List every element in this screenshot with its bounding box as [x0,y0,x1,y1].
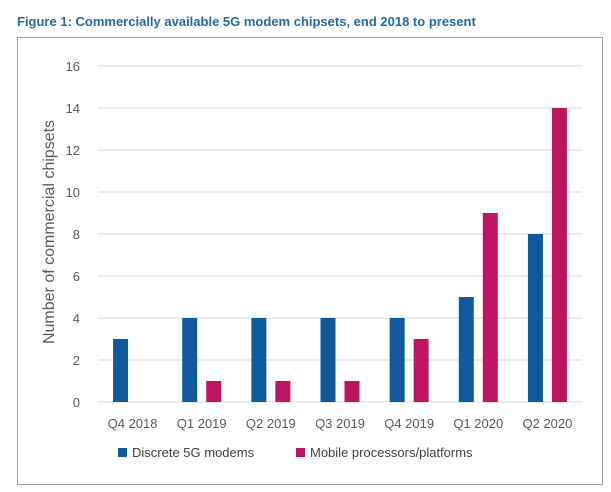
bar [344,381,360,402]
y-tick-label: 10 [66,185,80,200]
bar [251,318,267,402]
x-tick-label: Q4 2018 [108,416,158,431]
bar [389,318,405,402]
bar [482,213,498,402]
y-tick-label: 4 [73,311,80,326]
bar [551,108,567,402]
bar [458,297,474,402]
y-tick-labels: 0 2 4 6 8 10 12 14 16 [66,59,80,410]
chart-frame [17,37,603,485]
y-axis-label: Number of commercial chipsets [41,120,58,344]
figure-title: Figure 1: Commercially available 5G mode… [17,14,476,29]
y-tick-label: 8 [73,227,80,242]
y-tick-label: 16 [66,59,80,74]
y-tick-label: 0 [73,395,80,410]
bars [113,108,567,402]
legend-label: Discrete 5G modems [132,445,255,460]
y-tick-label: 12 [66,143,80,158]
bar [527,234,543,402]
x-tick-label: Q2 2019 [246,416,296,431]
legend-swatch [118,448,127,457]
bar [206,381,222,402]
y-tick-label: 14 [66,101,80,116]
bar [275,381,291,402]
x-tick-labels: Q4 2018 Q1 2019 Q2 2019 Q3 2019 Q4 2019 Q1 20… [108,416,573,431]
x-tick-label: Q3 2019 [315,416,365,431]
legend-label: Mobile processors/platforms [310,445,473,460]
x-tick-label: Q4 2019 [384,416,434,431]
gridlines [98,65,582,403]
bar [413,339,429,402]
y-tick-label: 2 [73,353,80,368]
bar [113,339,129,402]
legend-swatch [296,448,305,457]
legend: Discrete 5G modems Mobile processors/plat… [118,445,473,460]
x-tick-label: Q1 2019 [177,416,227,431]
bar [320,318,336,402]
x-tick-label: Q1 2020 [453,416,503,431]
bar [182,318,198,402]
x-tick-label: Q2 2020 [522,416,572,431]
y-tick-label: 6 [73,269,80,284]
